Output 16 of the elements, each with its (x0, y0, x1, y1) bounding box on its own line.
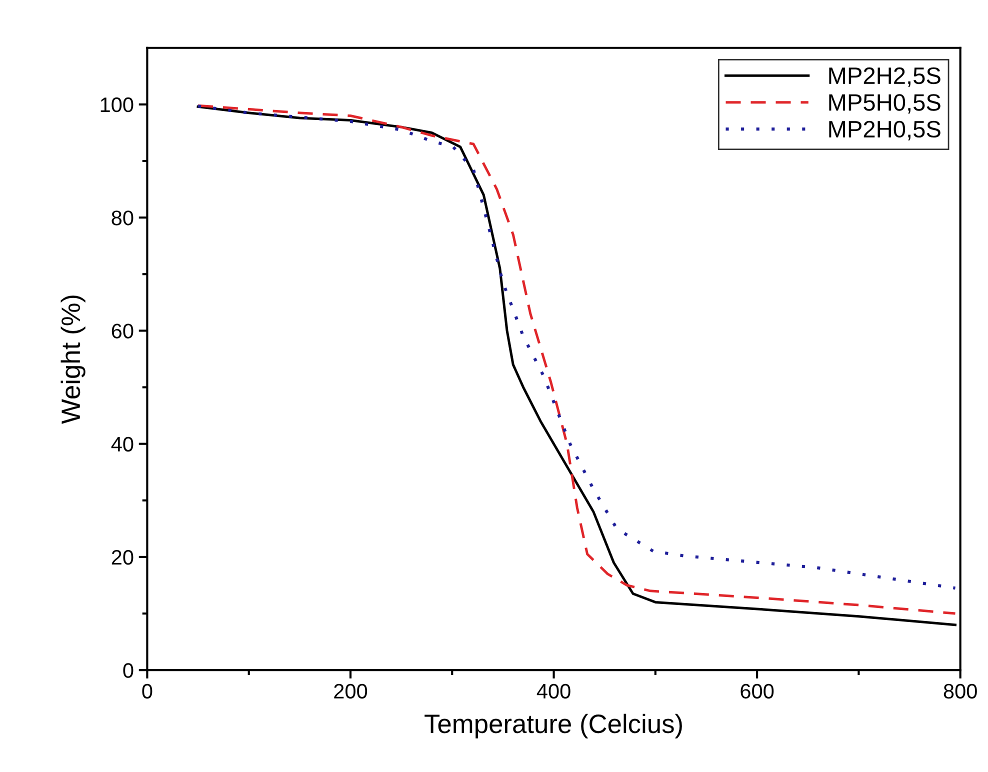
y-tick-label: 80 (112, 210, 134, 226)
legend-label: MP2H0,5S (829, 120, 940, 140)
y-axis-title: Weight (%) (60, 296, 86, 424)
x-tick-label: 400 (536, 684, 570, 699)
x-axis-title: Temperature (Celcius) (424, 714, 682, 738)
legend-label: MP5H0,5S (829, 94, 940, 114)
x-tick-label: 800 (944, 684, 977, 699)
x-tick-label: 200 (334, 684, 368, 699)
y-tick-label: 20 (112, 550, 134, 565)
x-tick-label: 0 (142, 684, 152, 699)
y-tick-label: 60 (112, 324, 134, 338)
y-tick-label: 40 (111, 436, 134, 452)
legend-label: MP2H2,5S (829, 67, 940, 87)
x-tick-label: 600 (740, 684, 774, 699)
y-tick-label: 0 (123, 663, 134, 678)
y-tick-label: 100 (100, 97, 134, 112)
